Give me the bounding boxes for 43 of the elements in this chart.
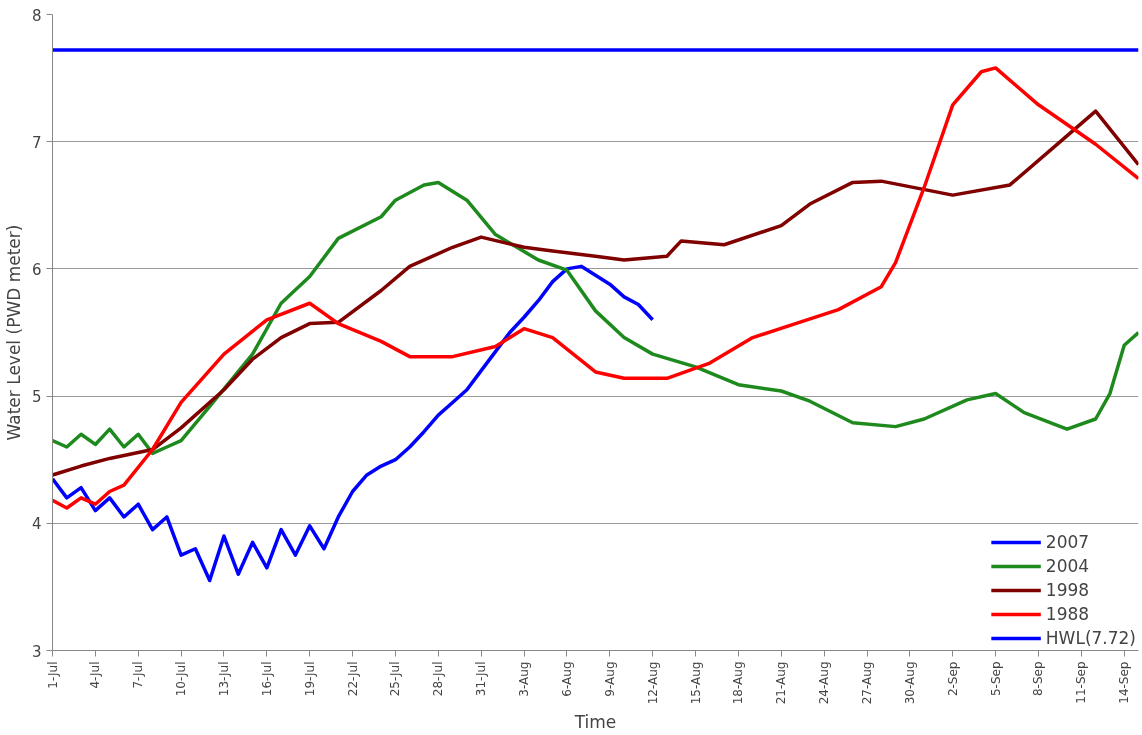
y-tick-label: 4 bbox=[31, 515, 42, 534]
y-tick-label: 3 bbox=[31, 642, 42, 661]
legend-label: 1998 bbox=[1045, 580, 1090, 600]
y-tick-label: 6 bbox=[31, 260, 42, 279]
x-tick-label: 16-Jul bbox=[259, 661, 274, 697]
x-tick-label: 28-Jul bbox=[431, 661, 446, 697]
x-tick-label: 18-Aug bbox=[731, 661, 746, 705]
y-tick-label: 8 bbox=[31, 6, 42, 25]
x-tick-label: 6-Aug bbox=[559, 661, 574, 697]
legend-label: 2007 bbox=[1045, 532, 1090, 552]
y-tick-label: 5 bbox=[31, 388, 42, 407]
x-tick-label: 30-Aug bbox=[902, 661, 917, 705]
line-series bbox=[52, 180, 1139, 456]
line-series bbox=[52, 66, 1139, 510]
x-tick-label: 27-Aug bbox=[860, 661, 874, 705]
x-tick-label: 2-Sep bbox=[945, 661, 960, 697]
y-tick-label: 7 bbox=[31, 133, 42, 152]
x-tick-label: 19-Jul bbox=[302, 661, 317, 697]
x-tick-label: 14-Sep bbox=[1117, 661, 1132, 704]
line-series bbox=[52, 109, 1139, 477]
x-tick-label: 22-Jul bbox=[345, 661, 360, 697]
x-tick-label: 21-Aug bbox=[774, 661, 789, 705]
x-tick-label: 7-Jul bbox=[131, 661, 146, 689]
line-series bbox=[52, 264, 655, 583]
x-tick-label: 8-Sep bbox=[1031, 661, 1046, 697]
x-tick-label: 15-Aug bbox=[688, 661, 703, 705]
x-tick-label: 24-Aug bbox=[817, 661, 832, 705]
x-tick-label: 3-Aug bbox=[517, 661, 532, 697]
x-tick-label: 13-Jul bbox=[216, 661, 231, 697]
x-tick-label: 12-Aug bbox=[645, 661, 660, 705]
x-tick-label: 4-Jul bbox=[88, 661, 103, 689]
x-tick-label: 11-Sep bbox=[1074, 661, 1089, 704]
x-tick-label: 1-Jul bbox=[45, 661, 60, 689]
x-tick-label: 10-Jul bbox=[174, 661, 189, 697]
legend-label: HWL(7.72) bbox=[1045, 628, 1136, 648]
x-tick-label: 5-Sep bbox=[988, 661, 1003, 697]
legend-label: 1988 bbox=[1045, 604, 1090, 624]
x-tick-label: 31-Jul bbox=[474, 661, 489, 697]
y-axis-title: Water Level (PWD meter) bbox=[3, 224, 24, 441]
x-tick-label: 9-Aug bbox=[602, 661, 617, 697]
x-tick-label: 25-Jul bbox=[388, 661, 403, 697]
x-axis-title: Time bbox=[573, 712, 617, 733]
legend-label: 2004 bbox=[1045, 556, 1090, 576]
